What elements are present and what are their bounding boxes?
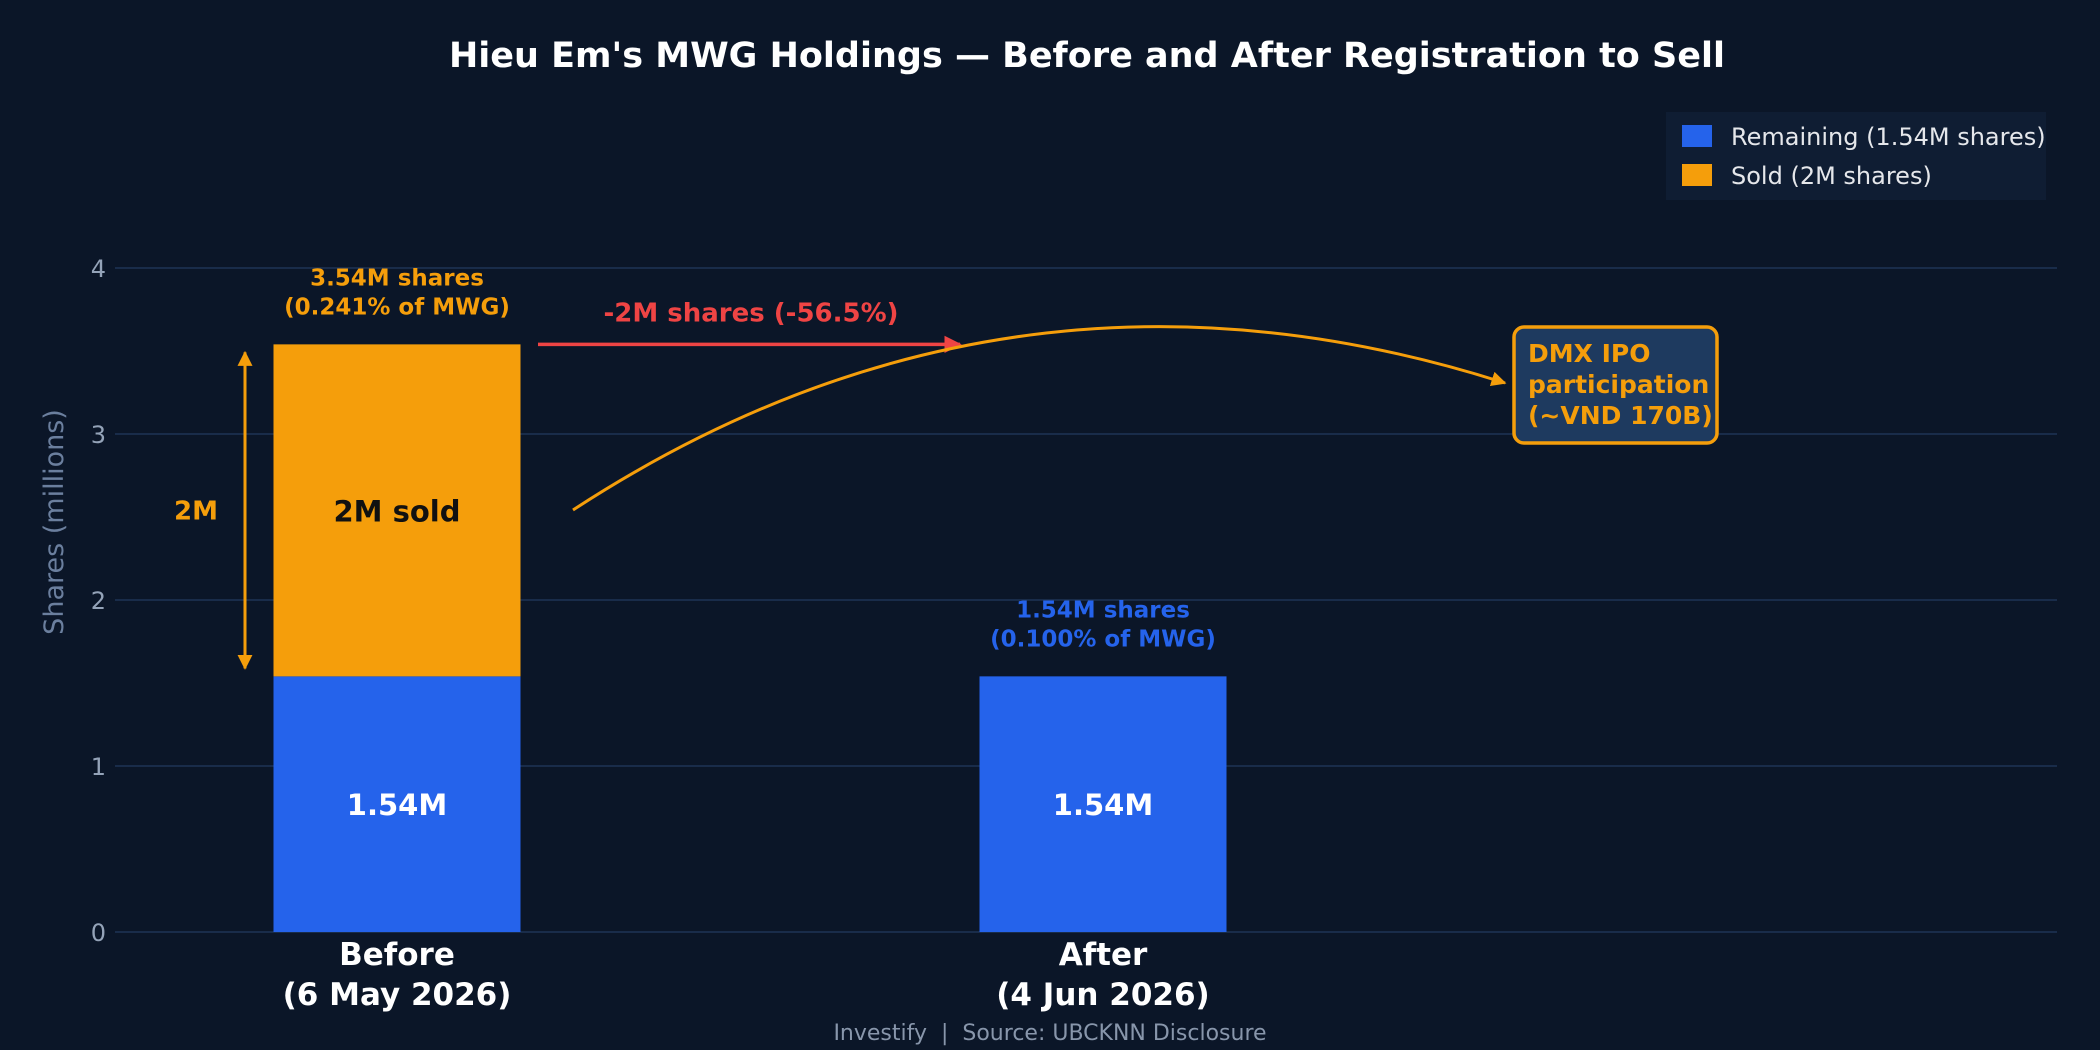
y-tick-labels: 0 1 2 3 4: [91, 255, 106, 947]
bar-sold: [273, 344, 521, 677]
bar-value-label: 1.54M: [1053, 788, 1153, 822]
bar-total-label: 1.54M shares (0.100% of MWG): [990, 597, 1216, 652]
dmx-box-line: DMX IPO: [1528, 339, 1651, 368]
chart-title: Hieu Em's MWG Holdings — Before and Afte…: [449, 36, 1725, 76]
sold-bracket-label: 2M: [174, 496, 218, 526]
dmx-box-line: participation: [1528, 370, 1709, 399]
bar-total-line: (0.100% of MWG): [990, 626, 1216, 652]
bar-total-label: 3.54M shares (0.241% of MWG): [284, 265, 510, 320]
bar-total-line: 3.54M shares: [310, 265, 484, 291]
x-tick-label: Before (6 May 2026): [283, 937, 512, 1013]
dmx-box: [1512, 325, 1719, 445]
y-tick-label: 0: [91, 919, 106, 947]
x-tick-line: (4 Jun 2026): [996, 977, 1209, 1013]
y-axis-label: Shares (millions): [39, 409, 70, 635]
x-tick-label: After (4 Jun 2026): [996, 937, 1209, 1013]
legend-label: Sold (2M shares): [1731, 162, 1932, 190]
change-label: -2M shares (-56.5%): [603, 298, 898, 328]
x-tick-labels: Before (6 May 2026) After (4 Jun 2026): [283, 937, 1210, 1013]
dmx-curved-arrow: [572, 325, 1507, 512]
bar-total-line: 1.54M shares: [1016, 597, 1190, 623]
legend-swatch: [1682, 125, 1712, 147]
y-tick-label: 2: [91, 587, 106, 615]
bar-layer: [273, 344, 1227, 932]
bar-remaining: [979, 676, 1227, 932]
x-tick-line: Before: [339, 937, 455, 973]
bar-labels: 1.54M 2M sold 3.54M shares (0.241% of MWG) 1…: [284, 265, 1216, 822]
dmx-box-line: (~VND 170B): [1528, 401, 1713, 430]
bar-remaining: [273, 676, 521, 932]
y-tick-label: 1: [91, 753, 106, 781]
x-tick-line: After: [1059, 937, 1148, 973]
legend-box: [1666, 112, 2046, 200]
annotations: 2M -2M shares (-56.5%) DMX IPO participatio…: [174, 298, 1719, 670]
y-tick-label: 3: [91, 421, 106, 449]
bar-value-label: 1.54M: [347, 788, 447, 822]
legend-label: Remaining (1.54M shares): [1731, 123, 2046, 151]
footer-source: Investify | Source: UBCKNN Disclosure: [833, 1021, 1266, 1046]
bar-value-label: 2M sold: [333, 494, 460, 528]
bar-total-line: (0.241% of MWG): [284, 294, 510, 320]
y-tick-label: 4: [91, 255, 106, 283]
legend: Remaining (1.54M shares) Sold (2M shares): [1666, 112, 2046, 200]
legend-swatch: [1682, 164, 1712, 186]
dmx-box-label: DMX IPO participation (~VND 170B): [1528, 339, 1713, 430]
x-tick-line: (6 May 2026): [283, 977, 512, 1013]
